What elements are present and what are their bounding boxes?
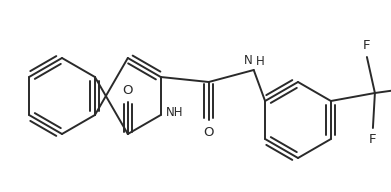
Text: H: H xyxy=(256,55,264,68)
Text: O: O xyxy=(122,84,133,97)
Text: F: F xyxy=(369,133,377,146)
Text: O: O xyxy=(203,126,214,139)
Text: N: N xyxy=(244,54,253,67)
Text: NH: NH xyxy=(166,105,183,118)
Text: F: F xyxy=(363,39,371,52)
